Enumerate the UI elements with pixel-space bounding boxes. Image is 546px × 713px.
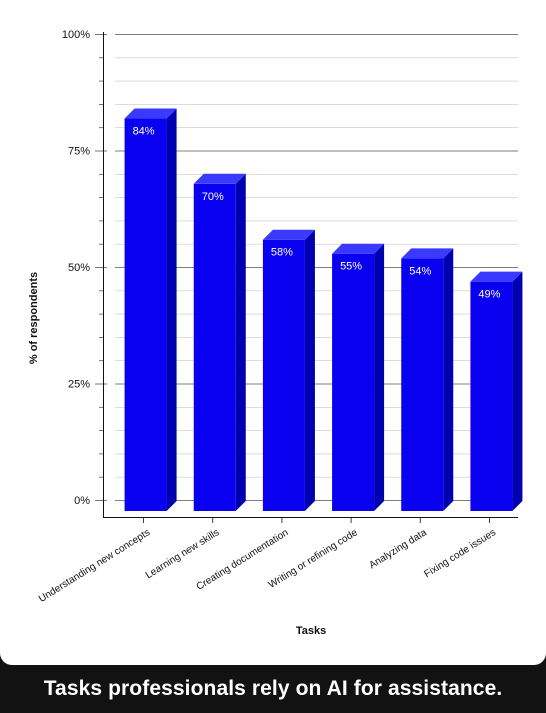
bar-side — [304, 229, 315, 511]
x-tick-label: Analyzing data — [367, 527, 429, 571]
data-label: 49% — [478, 289, 500, 301]
data-label: 54% — [409, 265, 431, 277]
bar — [124, 108, 177, 511]
x-tick-label: Fixing code issues — [422, 527, 498, 580]
data-label: 55% — [340, 261, 362, 273]
bar-side — [235, 173, 246, 512]
bar-front — [332, 253, 375, 511]
bar-side — [374, 243, 385, 511]
grid-lines — [115, 34, 518, 501]
data-label: 84% — [133, 126, 155, 138]
bars — [124, 108, 523, 512]
chart-card: 0% 25% 50% 75% 100% 84% Understanding new conc… — [0, 0, 546, 665]
bar — [470, 271, 523, 511]
bar-top — [332, 243, 385, 254]
caption: Tasks professionals rely on AI for assis… — [43, 677, 503, 700]
x-tick-label: Understanding new concepts — [37, 527, 152, 605]
bar-front — [193, 183, 236, 512]
bar-top — [262, 229, 315, 240]
bar — [401, 248, 454, 512]
bar — [262, 229, 315, 511]
y-axis-title: % of respondents — [28, 272, 40, 364]
y-tick-label: 50% — [68, 262, 90, 274]
bar-side — [443, 248, 454, 512]
bar-front — [124, 118, 167, 511]
bar-top — [124, 108, 177, 119]
bar-front — [401, 258, 444, 511]
bar-front — [262, 239, 305, 511]
bar — [332, 243, 385, 511]
y-tick-label: 25% — [68, 379, 90, 391]
x-axis-title: Tasks — [296, 625, 326, 637]
data-label: 70% — [202, 191, 224, 203]
bar-side — [166, 108, 177, 511]
bar-chart: 0% 25% 50% 75% 100% 84% Understanding new conc… — [28, 29, 523, 637]
bar-top — [193, 173, 246, 184]
axes — [95, 32, 518, 523]
y-tick-label: 0% — [74, 495, 90, 507]
bar-side — [512, 271, 523, 511]
bar-top — [470, 271, 523, 282]
y-tick-label: 75% — [68, 146, 90, 158]
bar-top — [401, 248, 454, 259]
y-tick-label: 100% — [62, 29, 90, 41]
data-label: 58% — [271, 247, 293, 259]
bar-front — [470, 281, 513, 511]
bar — [193, 173, 246, 512]
